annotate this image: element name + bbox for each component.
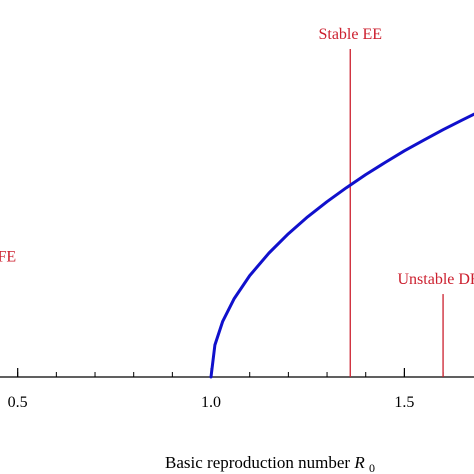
annotation-label: Unstable DFE (398, 271, 474, 288)
annotations: Stable DFE Stable EE Unstable DFE (0, 26, 474, 377)
annotation-label: Stable DFE (0, 248, 16, 265)
x-axis-label-text: Basic reproduction number (165, 453, 350, 472)
x-tick-label: 0.5 (8, 394, 28, 411)
x-axis-label-symbol: R (353, 453, 365, 472)
annotation-label: Stable EE (318, 26, 382, 43)
series-line (209, 112, 474, 379)
x-axis: 0.5 1.0 1.5 (0, 368, 474, 411)
x-axis-label: Basic reproduction number R 0 (165, 453, 375, 474)
series (209, 112, 474, 379)
x-tick-label: 1.5 (394, 394, 414, 411)
x-tick-label: 1.0 (201, 394, 221, 411)
x-axis-label-subscript: 0 (369, 461, 375, 474)
